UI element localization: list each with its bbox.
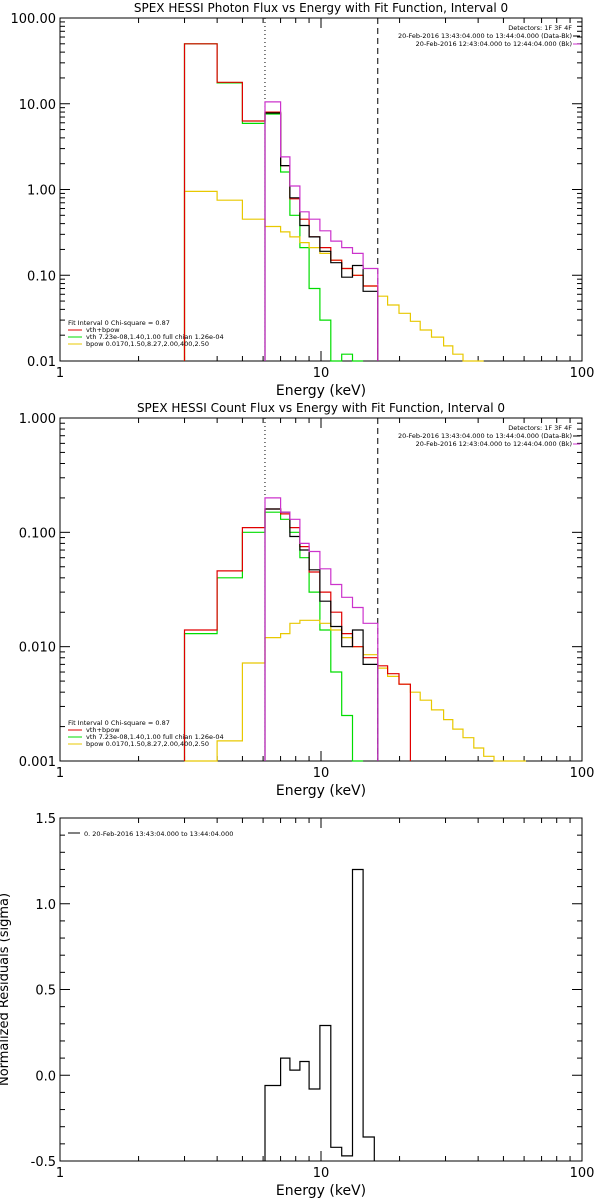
info-line: Detectors: 1F 3F 4F — [508, 24, 572, 32]
legend-label: vth+bpow — [86, 326, 120, 334]
series-line-photon-vth-bpow — [183, 43, 379, 361]
x-tick-label: 1 — [56, 766, 64, 781]
chart-title-count: SPEX HESSI Count Flux vs Energy with Fit… — [137, 401, 505, 415]
y-axis-label-residuals: Normalized Residuals (sigma) — [0, 893, 12, 1086]
plot-frame-photon — [59, 17, 583, 362]
legend-header: Fit Interval 0 Chi-square = 0.87 — [68, 319, 170, 327]
y-tick-label: 0.0 — [35, 1069, 56, 1084]
info-line: 20-Feb-2016 12:43:04.000 to 12:44:04.000… — [416, 40, 572, 48]
series-line-count-bpow — [184, 619, 526, 762]
x-tick-label: 100 — [570, 766, 595, 781]
legend-label: 0. 20-Feb-2016 13:43:04.000 to 13:44:04.… — [84, 830, 233, 838]
chart-title-photon: SPEX HESSI Photon Flux vs Energy with Fi… — [134, 1, 508, 15]
info-line: Detectors: 1F 3F 4F — [508, 424, 572, 432]
y-tick-label: 0.01 — [27, 355, 56, 370]
y-tick-label: -0.5 — [31, 1155, 56, 1170]
y-tick-label: 0.100 — [19, 526, 56, 541]
y-tick-label: 1.000 — [19, 412, 56, 427]
x-axis-label-count: Energy (keV) — [276, 783, 366, 799]
series-line-count-vth — [183, 511, 364, 762]
series-line-count-bk — [264, 497, 379, 761]
y-tick-label: 10.00 — [19, 98, 56, 113]
y-tick-label: 0.5 — [35, 984, 56, 999]
y-tick-label: 1.5 — [35, 812, 56, 827]
y-tick-label: 1.00 — [27, 184, 56, 199]
y-tick-label: 0.010 — [19, 641, 56, 656]
series-line-residuals-0-20-feb-2016-13-43-04-000-to-13-44-04-000 — [264, 868, 375, 1161]
x-axis-label-residuals: Energy (keV) — [276, 1183, 366, 1199]
legend-label: vth 7.23e-08,1.40,1.00 full chian 1.26e-… — [86, 333, 224, 341]
plot-frame-residuals — [59, 817, 583, 1162]
series-line-photon-total — [264, 112, 379, 361]
series-line-count-vth-bpow — [183, 508, 411, 761]
legend-label: bpow 0.0170,1.50,8.27,2.00,400,2.50 — [86, 340, 209, 348]
info-line: 20-Feb-2016 13:43:04.000 to 13:44:04.000… — [398, 32, 572, 40]
legend-header: Fit Interval 0 Chi-square = 0.87 — [68, 719, 170, 727]
legend-label: vth+bpow — [86, 726, 120, 734]
y-tick-label: 0.10 — [27, 269, 56, 284]
info-line: 20-Feb-2016 12:43:04.000 to 12:44:04.000… — [416, 440, 572, 448]
x-tick-label: 1 — [56, 1166, 64, 1181]
info-line: 20-Feb-2016 13:43:04.000 to 13:44:04.000… — [398, 432, 572, 440]
series-line-count-total — [264, 508, 379, 761]
x-axis-label-photon: Energy (keV) — [276, 383, 366, 399]
series-line-photon-vth — [183, 43, 364, 362]
y-tick-label: 1.0 — [35, 898, 56, 913]
x-tick-label: 10 — [313, 766, 330, 781]
x-tick-label: 10 — [313, 1166, 330, 1181]
x-tick-label: 10 — [313, 366, 330, 381]
y-tick-label: 0.001 — [19, 755, 56, 770]
plot-frame-count — [59, 417, 583, 762]
x-tick-label: 1 — [56, 366, 64, 381]
legend-label: vth 7.23e-08,1.40,1.00 full chian 1.26e-… — [86, 733, 224, 741]
series-line-photon-bpow — [183, 190, 484, 362]
series-line-photon-bk — [264, 101, 379, 361]
x-tick-label: 100 — [570, 1166, 595, 1181]
legend-label: bpow 0.0170,1.50,8.27,2.00,400,2.50 — [86, 740, 209, 748]
x-tick-label: 100 — [570, 366, 595, 381]
y-tick-label: 100.00 — [11, 12, 57, 27]
